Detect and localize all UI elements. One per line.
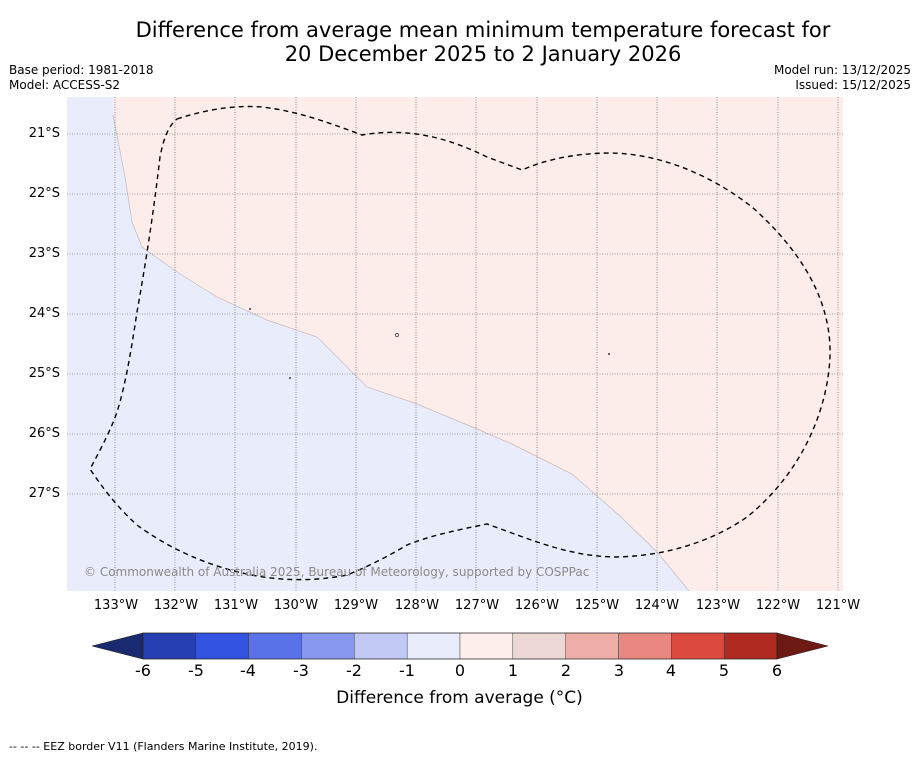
colorbar-tick-label: 4 — [665, 661, 677, 680]
lon-tick-label: 123°W — [695, 598, 741, 613]
lat-tick-label: 26°S — [28, 426, 60, 441]
colorbar-tick-label: -6 — [135, 661, 151, 680]
meta-right: Model run: 13/12/2025 Issued: 15/12/2025 — [774, 63, 911, 93]
lon-tick-label: 128°W — [394, 598, 440, 613]
lon-tick-label: 125°W — [574, 598, 620, 613]
colorbar-tick-label: 5 — [718, 661, 730, 680]
colorbar-cell — [301, 632, 355, 660]
colorbar-tick-label: -5 — [188, 661, 204, 680]
colorbar-tick-label: -4 — [240, 661, 256, 680]
lat-tick-label: 25°S — [28, 366, 60, 381]
lat-tick-label: 21°S — [28, 126, 60, 141]
eez-footnote: -- -- -- EEZ border V11 (Flanders Marine… — [9, 740, 318, 753]
chart-title: Difference from average mean minimum tem… — [60, 18, 906, 66]
lat-tick-label: 22°S — [28, 186, 60, 201]
colorbar-low-extend — [91, 632, 144, 660]
model-name: Model: ACCESS-S2 — [9, 78, 121, 92]
map-svg — [67, 97, 843, 591]
lon-tick-label: 131°W — [213, 598, 259, 613]
issued-date: Issued: 15/12/2025 — [795, 78, 911, 92]
colorbar-cell — [723, 632, 778, 660]
colorbar-tick-label: 2 — [560, 661, 572, 680]
contour-line — [112, 114, 690, 591]
model-run: Model run: 13/12/2025 — [773, 63, 911, 77]
colorbar-cell — [142, 632, 197, 660]
lat-tick-label: 27°S — [28, 486, 60, 501]
lon-tick-label: 127°W — [454, 598, 500, 613]
map-panel — [67, 97, 843, 591]
colorbar-cells — [142, 632, 778, 660]
colorbar-cell — [248, 632, 302, 660]
lon-tick-label: 124°W — [634, 598, 680, 613]
lon-tick-label: 122°W — [755, 598, 801, 613]
colorbar-cell — [195, 632, 249, 660]
colorbar-tick-label: 0 — [454, 661, 466, 680]
above-average-region — [113, 97, 843, 591]
island-dot-icon — [395, 333, 399, 337]
lon-tick-label: 133°W — [93, 598, 139, 613]
colorbar-cell — [406, 632, 461, 660]
colorbar — [91, 632, 829, 660]
base-period: Base period: 1981-2018 — [9, 63, 154, 77]
lat-tick-label: 24°S — [28, 306, 60, 321]
lat-tick-label: 23°S — [28, 246, 60, 261]
island-dot-icon — [249, 308, 251, 310]
lon-tick-label: 130°W — [273, 598, 319, 613]
colorbar-cell — [565, 632, 619, 660]
colorbar-cell — [671, 632, 725, 660]
island-markers — [249, 308, 610, 379]
lon-tick-label: 132°W — [153, 598, 199, 613]
colorbar-cell — [512, 632, 566, 660]
colorbar-cell — [459, 632, 514, 660]
island-dot-icon — [608, 353, 610, 355]
island-dot-icon — [289, 377, 291, 379]
colorbar-tick-label: 3 — [613, 661, 625, 680]
title-line-1: Difference from average mean minimum tem… — [135, 18, 831, 42]
colorbar-label: Difference from average (°C) — [336, 688, 583, 708]
colorbar-high-extend — [776, 632, 829, 660]
lon-tick-label: 121°W — [815, 598, 861, 613]
meta-left: Base period: 1981-2018 Model: ACCESS-S2 — [9, 63, 154, 93]
colorbar-outline — [142, 632, 778, 660]
lat-gridlines — [67, 133, 843, 495]
lon-tick-label: 129°W — [333, 598, 379, 613]
colorbar-tick-label: 1 — [507, 661, 519, 680]
colorbar-tick-label: -2 — [346, 661, 362, 680]
title-line-2: 20 December 2025 to 2 January 2026 — [284, 42, 682, 66]
lon-tick-label: 126°W — [514, 598, 560, 613]
colorbar-tick-label: -1 — [399, 661, 415, 680]
colorbar-cell — [618, 632, 672, 660]
eez-border — [89, 105, 831, 581]
colorbar-cell — [354, 632, 408, 660]
copyright-text: © Commonwealth of Australia 2025, Bureau… — [84, 565, 590, 579]
colorbar-tick-label: 6 — [771, 661, 783, 680]
colorbar-tick-label: -3 — [293, 661, 309, 680]
